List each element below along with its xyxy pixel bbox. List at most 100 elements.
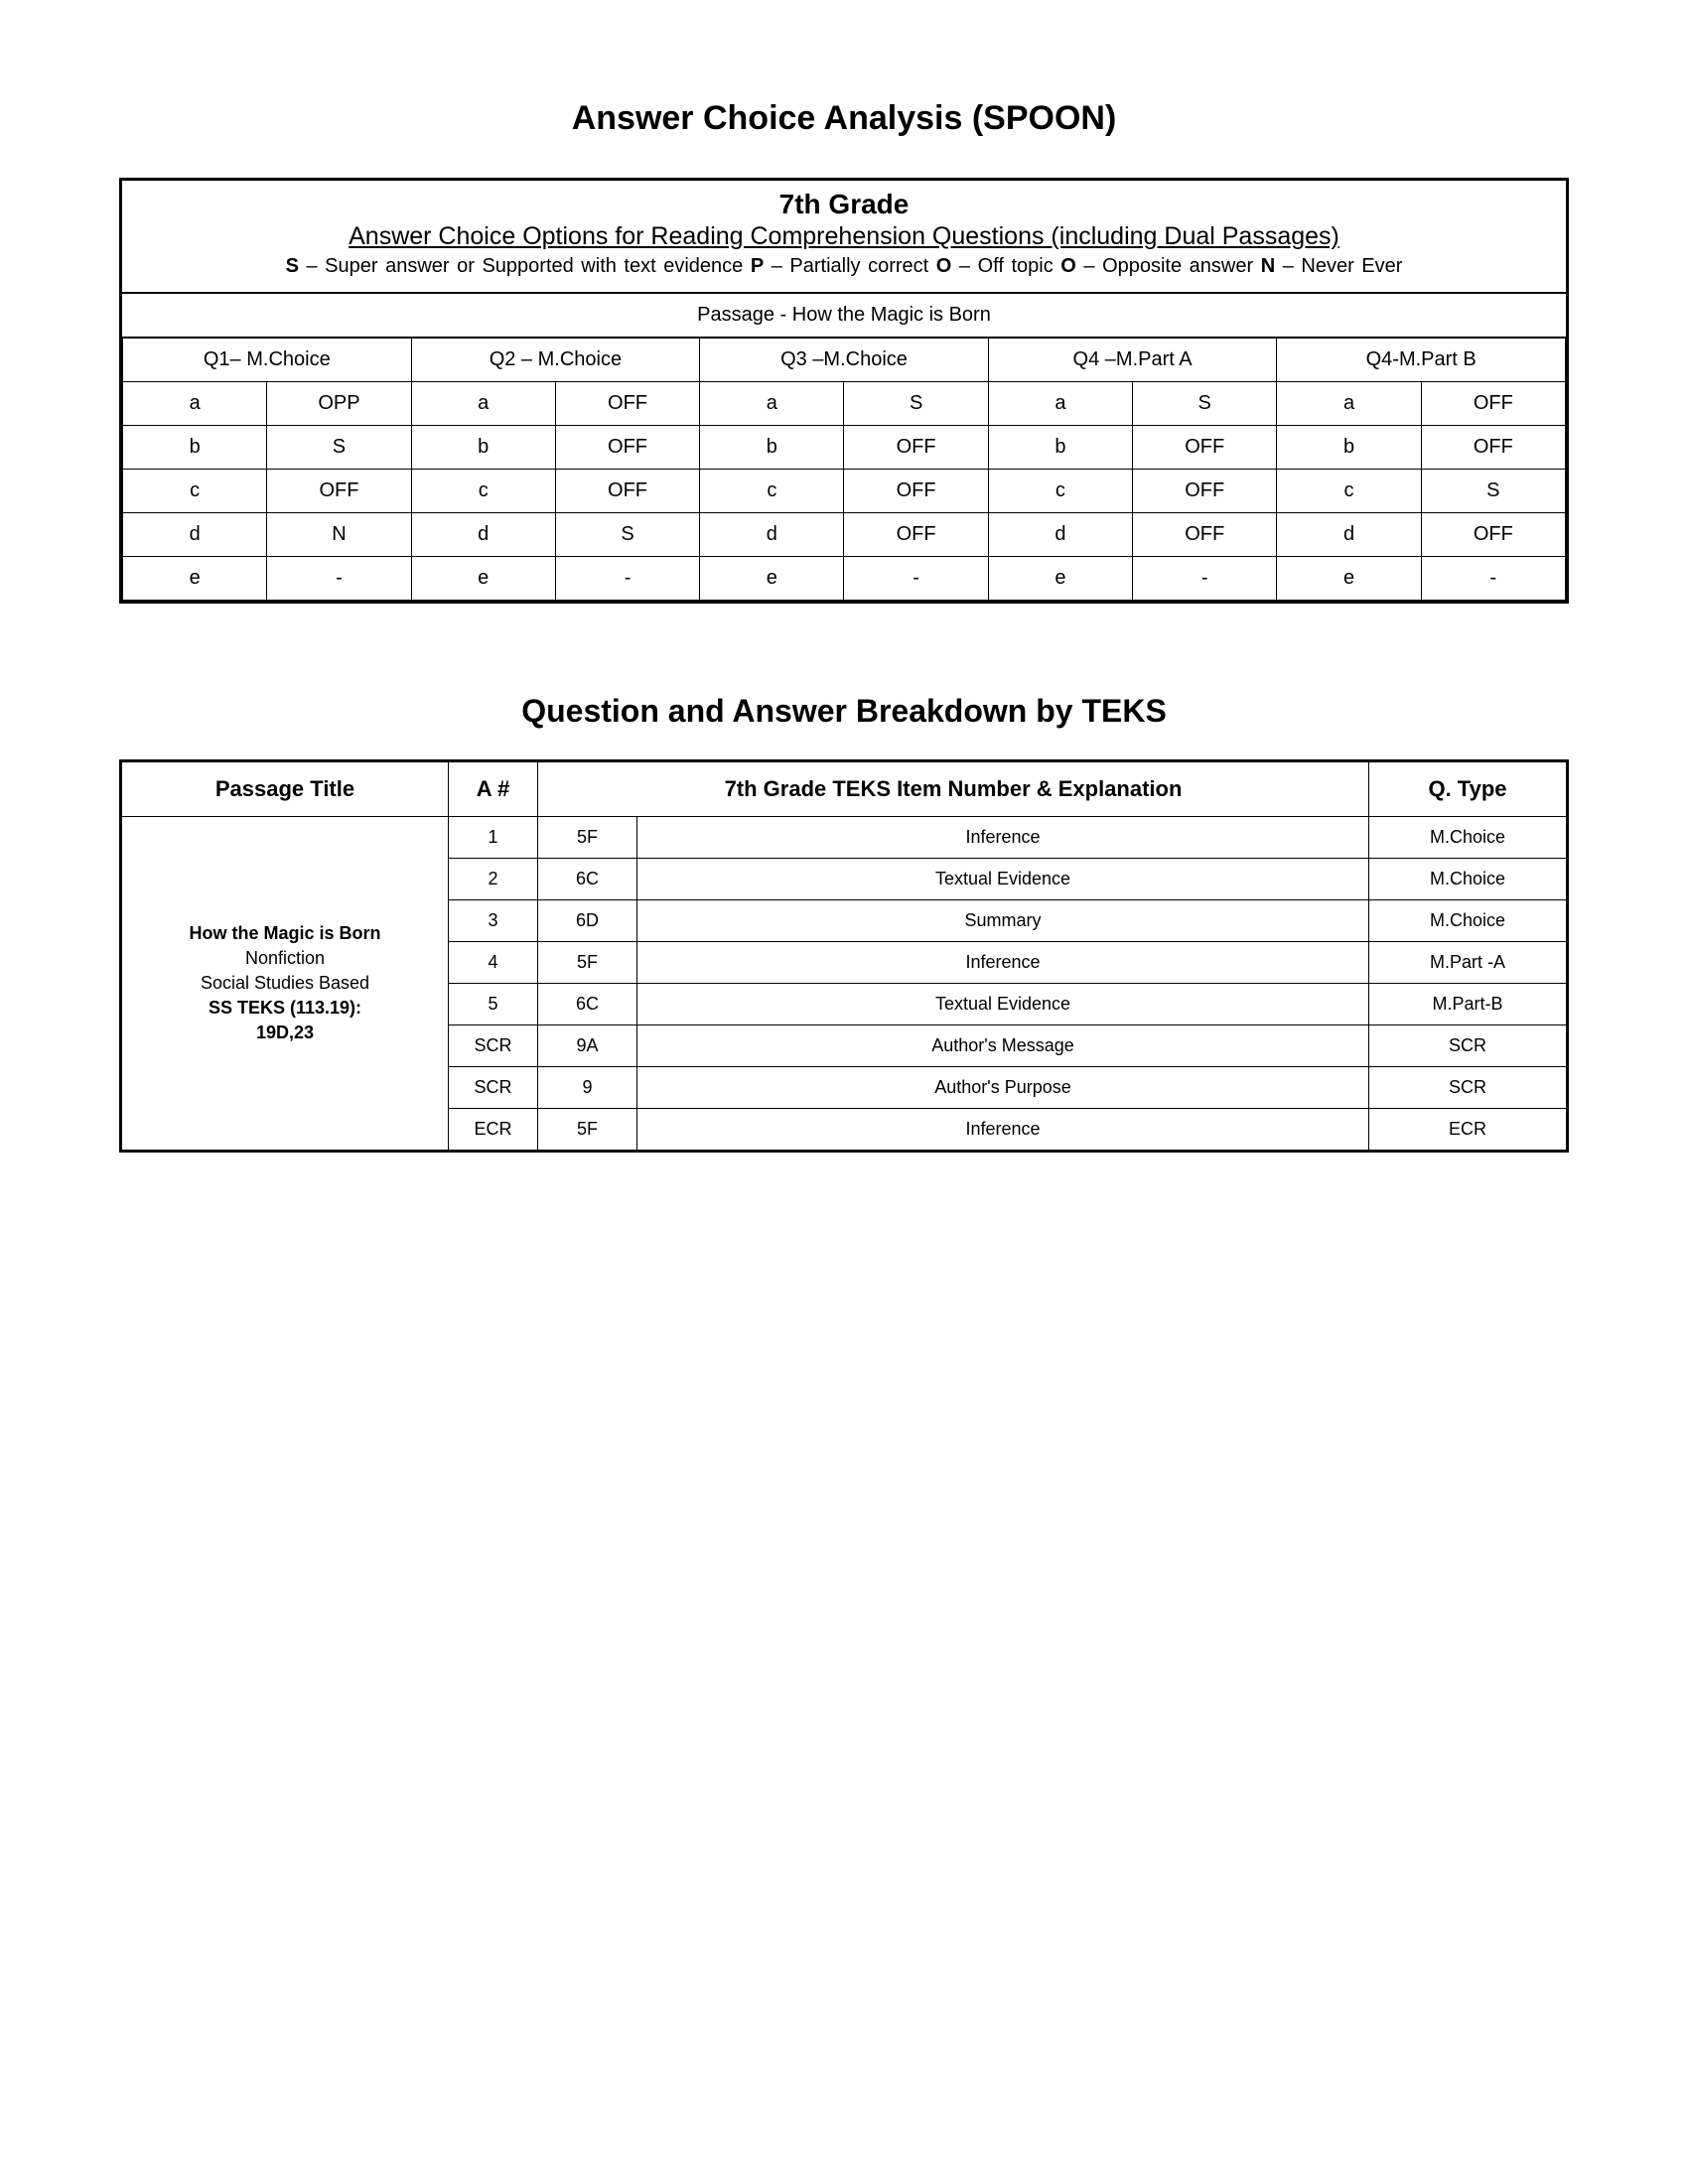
teks-cell-item: 5F (538, 942, 637, 984)
spoon-question-header: Q1– M.Choice (123, 339, 412, 382)
legend-p-key: P (751, 255, 764, 277)
legend-n-key: N (1261, 255, 1275, 277)
spoon-cell-letter: d (700, 513, 844, 557)
spoon-cell-letter: b (1277, 426, 1421, 470)
teks-passage-line4: SS TEKS (113.19): (130, 996, 440, 1021)
spoon-cell-value: S (844, 382, 988, 426)
spoon-cell-letter: a (411, 382, 555, 426)
teks-section-title: Question and Answer Breakdown by TEKS (119, 693, 1569, 730)
teks-cell-explanation: Inference (637, 1109, 1369, 1152)
legend-n-txt: – Never Ever (1275, 255, 1402, 277)
legend-p-txt: – Partially correct (764, 255, 936, 277)
legend-o2-txt: – Opposite answer (1076, 255, 1261, 277)
teks-cell-anum: SCR (449, 1025, 538, 1067)
teks-table-body: How the Magic is BornNonfictionSocial St… (121, 817, 1568, 1152)
teks-cell-anum: 1 (449, 817, 538, 859)
spoon-cell-letter: d (411, 513, 555, 557)
spoon-cell-letter: b (700, 426, 844, 470)
teks-passage-line2: Nonfiction (130, 946, 440, 971)
spoon-cell-value: S (267, 426, 411, 470)
teks-passage-cell: How the Magic is BornNonfictionSocial St… (121, 817, 449, 1152)
teks-table: Passage Title A # 7th Grade TEKS Item Nu… (119, 759, 1569, 1153)
spoon-cell-letter: b (411, 426, 555, 470)
teks-cell-explanation: Inference (637, 817, 1369, 859)
spoon-cell-letter: a (988, 382, 1132, 426)
spoon-cell-letter: d (123, 513, 267, 557)
spoon-cell-letter: a (1277, 382, 1421, 426)
teks-cell-explanation: Textual Evidence (637, 984, 1369, 1025)
spoon-row: cOFFcOFFcOFFcOFFcS (123, 470, 1566, 513)
teks-cell-explanation: Summary (637, 900, 1369, 942)
spoon-row: e-e-e-e-e- (123, 557, 1566, 601)
teks-cell-anum: 3 (449, 900, 538, 942)
teks-cell-item: 9A (538, 1025, 637, 1067)
spoon-cell-value: S (555, 513, 699, 557)
spoon-cell-value: OFF (555, 382, 699, 426)
teks-header-row: Passage Title A # 7th Grade TEKS Item Nu… (121, 761, 1568, 817)
teks-cell-qtype: M.Part-B (1369, 984, 1568, 1025)
spoon-cell-value: OFF (555, 426, 699, 470)
spoon-row: bSbOFFbOFFbOFFbOFF (123, 426, 1566, 470)
teks-cell-item: 5F (538, 817, 637, 859)
legend-o1-txt: – Off topic (951, 255, 1060, 277)
teks-cell-anum: SCR (449, 1067, 538, 1109)
teks-row: How the Magic is BornNonfictionSocial St… (121, 817, 1568, 859)
teks-passage-title: How the Magic is Born (130, 921, 440, 946)
spoon-cell-value: OFF (844, 426, 988, 470)
spoon-cell-value: OFF (1421, 426, 1565, 470)
spoon-cell-value: OFF (1421, 513, 1565, 557)
teks-table-head: Passage Title A # 7th Grade TEKS Item Nu… (121, 761, 1568, 817)
spoon-cell-value: N (267, 513, 411, 557)
spoon-cell-value: OFF (555, 470, 699, 513)
spoon-table-head: Q1– M.ChoiceQ2 – M.ChoiceQ3 –M.ChoiceQ4 … (123, 339, 1566, 382)
spoon-cell-letter: a (700, 382, 844, 426)
spoon-cell-letter: d (1277, 513, 1421, 557)
spoon-cell-value: OFF (1133, 426, 1277, 470)
teks-cell-qtype: ECR (1369, 1109, 1568, 1152)
teks-cell-explanation: Textual Evidence (637, 859, 1369, 900)
spoon-cell-letter: e (988, 557, 1132, 601)
spoon-cell-letter: e (123, 557, 267, 601)
spoon-cell-letter: c (988, 470, 1132, 513)
legend-o2-key: O (1060, 255, 1076, 277)
spoon-cell-value: S (1133, 382, 1277, 426)
spoon-cell-letter: c (411, 470, 555, 513)
teks-cell-item: 5F (538, 1109, 637, 1152)
spoon-cell-value: OFF (1133, 470, 1277, 513)
spoon-cell-value: OFF (267, 470, 411, 513)
spoon-cell-value: - (555, 557, 699, 601)
legend-s-txt: – Super answer or Supported with text ev… (299, 255, 751, 277)
teks-cell-item: 9 (538, 1067, 637, 1109)
teks-cell-item: 6C (538, 984, 637, 1025)
teks-cell-qtype: M.Choice (1369, 817, 1568, 859)
spoon-cell-letter: e (1277, 557, 1421, 601)
teks-col-anum: A # (449, 761, 538, 817)
spoon-table: Q1– M.ChoiceQ2 – M.ChoiceQ3 –M.ChoiceQ4 … (122, 338, 1566, 601)
spoon-cell-value: OFF (844, 513, 988, 557)
spoon-cell-letter: c (1277, 470, 1421, 513)
spoon-cell-value: OFF (1421, 382, 1565, 426)
spoon-subtitle: Answer Choice Options for Reading Compre… (136, 222, 1552, 251)
teks-cell-qtype: M.Choice (1369, 900, 1568, 942)
spoon-cell-value: - (1421, 557, 1565, 601)
spoon-cell-letter: c (700, 470, 844, 513)
spoon-question-header: Q4 –M.Part A (988, 339, 1277, 382)
teks-col-passage: Passage Title (121, 761, 449, 817)
teks-cell-anum: 4 (449, 942, 538, 984)
spoon-header: 7th Grade Answer Choice Options for Read… (122, 181, 1566, 294)
teks-cell-explanation: Author's Purpose (637, 1067, 1369, 1109)
spoon-question-header: Q3 –M.Choice (700, 339, 989, 382)
spoon-cell-letter: b (988, 426, 1132, 470)
spoon-cell-value: OFF (844, 470, 988, 513)
spoon-cell-value: - (267, 557, 411, 601)
spoon-cell-value: - (1133, 557, 1277, 601)
spoon-cell-value: - (844, 557, 988, 601)
teks-col-qtype: Q. Type (1369, 761, 1568, 817)
spoon-cell-letter: e (700, 557, 844, 601)
teks-cell-item: 6C (538, 859, 637, 900)
teks-cell-qtype: M.Choice (1369, 859, 1568, 900)
spoon-question-header: Q2 – M.Choice (411, 339, 700, 382)
spoon-passage-label: Passage - How the Magic is Born (122, 294, 1566, 338)
spoon-cell-letter: d (988, 513, 1132, 557)
spoon-row: dNdSdOFFdOFFdOFF (123, 513, 1566, 557)
